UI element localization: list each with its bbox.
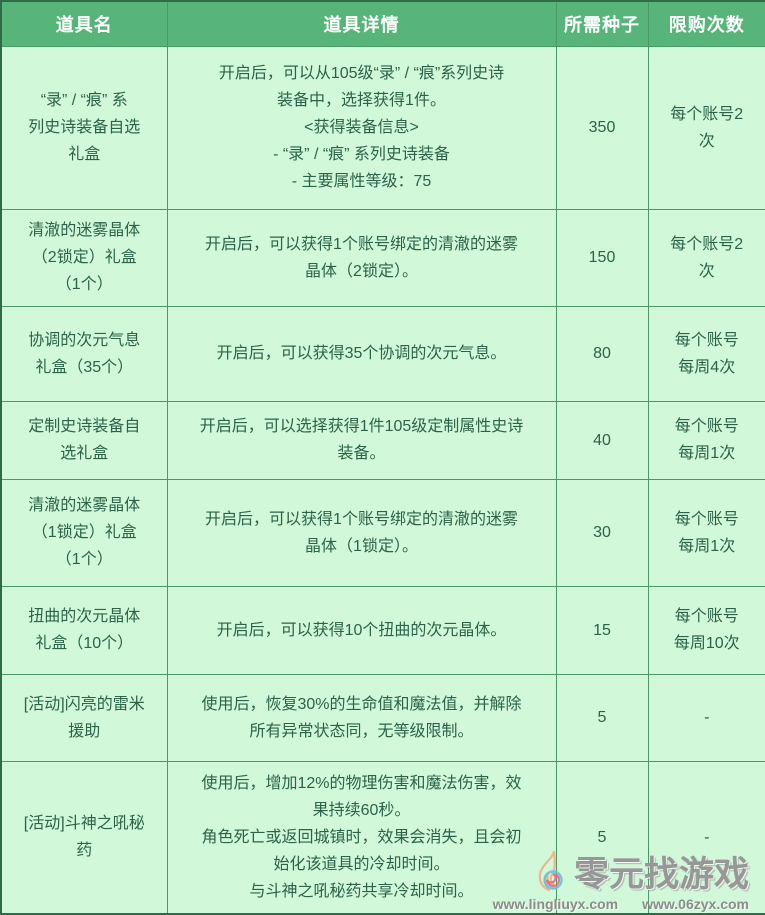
header-row: 道具名 道具详情 所需种子 限购次数: [0, 0, 765, 47]
col-header-limit: 限购次数: [647, 0, 765, 47]
limit-cell: -: [647, 760, 765, 915]
table-header: 道具名 道具详情 所需种子 限购次数: [0, 0, 765, 47]
item-name-cell: 清澈的迷雾晶体 （1锁定）礼盒 （1个）: [0, 478, 168, 587]
item-detail-cell: 开启后，可以选择获得1件105级定制属性史诗 装备。: [166, 400, 557, 480]
item-detail-cell: 开启后，可以获得1个账号绑定的清澈的迷雾 晶体（2锁定）。: [166, 208, 557, 307]
limit-cell: 每个账号2 次: [647, 208, 765, 307]
item-detail-cell: 开启后，可以获得35个协调的次元气息。: [166, 305, 557, 402]
seeds-cell: 5: [555, 673, 649, 762]
item-name-cell: [活动]斗神之吼秘 药: [0, 760, 168, 915]
limit-cell: 每个账号 每周10次: [647, 585, 765, 675]
item-name-cell: 扭曲的次元晶体 礼盒（10个）: [0, 585, 168, 675]
item-name-cell: 清澈的迷雾晶体 （2锁定）礼盒 （1个）: [0, 208, 168, 307]
limit-cell: 每个账号 每周4次: [647, 305, 765, 402]
item-name-cell: [活动]闪亮的雷米 援助: [0, 673, 168, 762]
limit-cell: 每个账号2 次: [647, 45, 765, 210]
table-row: 扭曲的次元晶体 礼盒（10个） 开启后，可以获得10个扭曲的次元晶体。 15 每…: [0, 585, 765, 675]
seeds-cell: 30: [555, 478, 649, 587]
table-row: 清澈的迷雾晶体 （2锁定）礼盒 （1个） 开启后，可以获得1个账号绑定的清澈的迷…: [0, 208, 765, 307]
seeds-cell: 150: [555, 208, 649, 307]
seeds-cell: 80: [555, 305, 649, 402]
table-row: 定制史诗装备自 选礼盒 开启后，可以选择获得1件105级定制属性史诗 装备。 4…: [0, 400, 765, 480]
table-body: “录” / “痕” 系 列史诗装备自选 礼盒 开启后，可以从105级“录” / …: [0, 45, 765, 915]
limit-cell: 每个账号 每周1次: [647, 400, 765, 480]
item-name-cell: 协调的次元气息 礼盒（35个）: [0, 305, 168, 402]
limit-cell: 每个账号 每周1次: [647, 478, 765, 587]
item-name-cell: 定制史诗装备自 选礼盒: [0, 400, 168, 480]
seeds-cell: 15: [555, 585, 649, 675]
item-name-cell: “录” / “痕” 系 列史诗装备自选 礼盒: [0, 45, 168, 210]
limit-cell: -: [647, 673, 765, 762]
table-row: [活动]闪亮的雷米 援助 使用后，恢复30%的生命值和魔法值，并解除 所有异常状…: [0, 673, 765, 762]
seeds-cell: 5: [555, 760, 649, 915]
table-row: [活动]斗神之吼秘 药 使用后，增加12%的物理伤害和魔法伤害，效 果持续60秒…: [0, 760, 765, 915]
item-detail-cell: 开启后，可以获得1个账号绑定的清澈的迷雾 晶体（1锁定）。: [166, 478, 557, 587]
item-detail-cell: 开启后，可以从105级“录” / “痕”系列史诗 装备中，选择获得1件。 <获得…: [166, 45, 557, 210]
table-row: 协调的次元气息 礼盒（35个） 开启后，可以获得35个协调的次元气息。 80 每…: [0, 305, 765, 402]
col-header-item-detail: 道具详情: [166, 0, 557, 47]
item-detail-cell: 使用后，增加12%的物理伤害和魔法伤害，效 果持续60秒。 角色死亡或返回城镇时…: [166, 760, 557, 915]
col-header-item-name: 道具名: [0, 0, 168, 47]
col-header-seeds: 所需种子: [555, 0, 649, 47]
item-detail-cell: 开启后，可以获得10个扭曲的次元晶体。: [166, 585, 557, 675]
item-detail-cell: 使用后，恢复30%的生命值和魔法值，并解除 所有异常状态同，无等级限制。: [166, 673, 557, 762]
seeds-cell: 350: [555, 45, 649, 210]
table-row: 清澈的迷雾晶体 （1锁定）礼盒 （1个） 开启后，可以获得1个账号绑定的清澈的迷…: [0, 478, 765, 587]
seeds-cell: 40: [555, 400, 649, 480]
table-row: “录” / “痕” 系 列史诗装备自选 礼盒 开启后，可以从105级“录” / …: [0, 45, 765, 210]
